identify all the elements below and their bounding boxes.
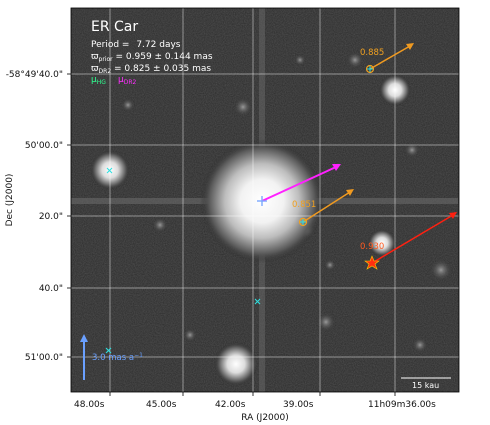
companion-2-arrow-head — [346, 189, 354, 196]
companion-1-marker — [365, 64, 375, 74]
pm-scale-arrow: 3.0 mas a−1 — [80, 334, 143, 380]
companion-3-arrow-head — [449, 212, 457, 219]
pm-scale-label: 3.0 mas a−1 — [92, 352, 143, 363]
y-tick-label: 20.0" — [39, 212, 63, 222]
prior-parallax-line: ϖprior = 0.959 ± 0.144 mas — [91, 52, 213, 63]
companion-3-label: 0.930 — [360, 242, 384, 252]
star-title: ER Car — [91, 19, 138, 35]
hg-arrow-head — [332, 164, 341, 171]
markers — [105, 64, 380, 354]
y-tick-label: 51'00.0" — [25, 353, 63, 363]
x-tick-label: 39.00s — [283, 400, 314, 410]
hg-arrow — [261, 166, 337, 202]
coordinate-grid — [71, 8, 459, 392]
target-marker — [257, 196, 267, 206]
y-axis-label: Dec (J2000) — [5, 174, 15, 227]
cyan-cross-marker-3 — [105, 347, 112, 354]
x-axis-label: RA (J2000) — [241, 413, 289, 423]
x-tick-label: 42.00s — [215, 400, 246, 410]
tick-marks — [67, 73, 396, 396]
y-tick-label: -58°49'40.0" — [6, 70, 63, 80]
companion-1-arrow — [369, 45, 411, 70]
companion-1-label: 0.885 — [360, 48, 384, 58]
image-panel: 0.885 0.851 0.930 ER Car Period = 7.72 d… — [71, 8, 459, 392]
cyan-cross-marker-2 — [254, 298, 261, 305]
companion-3-marker — [364, 255, 380, 270]
distance-scale-bar: 15 kau — [401, 377, 451, 390]
plot-frame — [70, 7, 460, 393]
x-tick-label: 48.00s — [74, 400, 105, 410]
y-tick-label: 40.0" — [39, 284, 63, 294]
proper-motion-arrows — [261, 43, 457, 264]
x-tick-label: 45.00s — [146, 400, 177, 410]
companion-2-arrow — [302, 191, 351, 223]
cyan-cross-marker-1 — [106, 167, 113, 174]
legend-mu-dr2: μDR2 — [118, 75, 137, 86]
faint-sources — [90, 51, 453, 386]
distance-scale-label: 15 kau — [412, 381, 439, 390]
legend-mu-hg: μHG — [91, 75, 106, 86]
dr2-parallax-line: ϖDR2 = 0.825 ± 0.035 mas — [91, 64, 211, 75]
companion-2-label: 0.851 — [292, 200, 316, 210]
companion-2-marker — [298, 217, 308, 227]
y-tick-label: 50'00.0" — [25, 141, 63, 151]
legend: ER Car Period = 7.72 days ϖprior = 0.959… — [91, 19, 213, 86]
companion-1-arrow-head — [406, 43, 414, 50]
period-line: Period = 7.72 days — [91, 40, 181, 50]
x-tick-label: 11h09m36.00s — [368, 400, 436, 410]
companion-3-arrow — [371, 214, 454, 264]
